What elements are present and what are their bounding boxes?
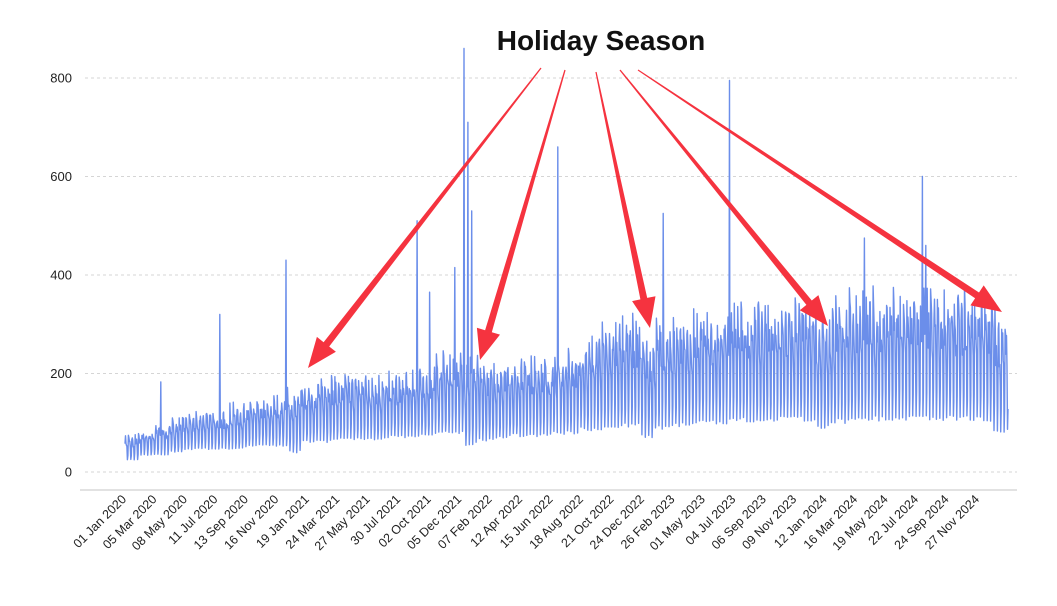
annotation-arrows [308, 67, 1002, 368]
annotation-arrow [595, 71, 656, 329]
annotation-arrow [619, 69, 828, 326]
y-tick-label: 400 [50, 268, 72, 283]
y-tick-label: 200 [50, 366, 72, 381]
series-line [124, 47, 1009, 461]
annotation-arrow [476, 69, 566, 361]
y-tick-label: 600 [50, 169, 72, 184]
y-tick-label: 0 [65, 465, 72, 480]
y-axis-ticks: 0 200 400 600 800 [50, 71, 72, 480]
y-tick-label: 800 [50, 71, 72, 86]
annotation-arrow [637, 69, 1002, 312]
chart-title: Holiday Season [497, 25, 706, 56]
annotation-arrow [308, 67, 542, 368]
